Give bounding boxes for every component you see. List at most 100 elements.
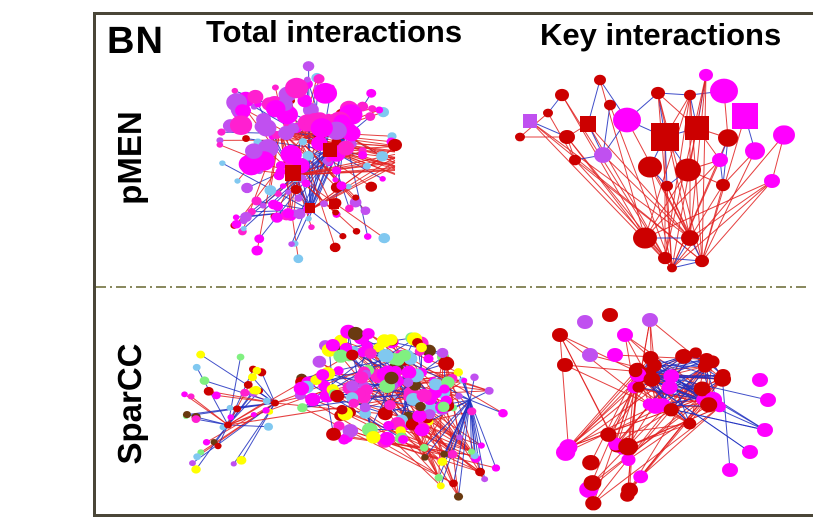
panel-sparcc-key <box>552 307 776 511</box>
network-node <box>559 129 575 145</box>
network-node <box>642 398 657 411</box>
network-node <box>456 434 463 441</box>
figure-frame <box>93 12 813 517</box>
row-label-sparcc: SparCC <box>111 343 148 465</box>
network-node <box>332 177 339 183</box>
network-edge <box>567 370 636 448</box>
network-node <box>582 454 600 471</box>
network-node <box>231 87 239 94</box>
network-node <box>405 418 419 430</box>
network-edge <box>644 180 773 239</box>
network-node <box>354 371 369 384</box>
network-node <box>773 125 795 145</box>
network-edge <box>559 334 569 448</box>
network-node <box>262 397 271 405</box>
network-node <box>217 128 226 136</box>
network-edge <box>204 380 276 404</box>
network-node <box>416 388 432 403</box>
network-node <box>760 392 776 408</box>
network-node <box>388 138 402 152</box>
network-node <box>271 212 283 223</box>
network-node <box>346 380 360 392</box>
network-edge <box>294 167 396 176</box>
network-edge <box>309 124 332 211</box>
network-node <box>613 107 641 133</box>
network-node <box>594 147 612 163</box>
network-node <box>336 181 347 191</box>
network-edge <box>649 166 691 239</box>
panel-pmen-total <box>216 61 402 264</box>
network-node <box>439 384 450 394</box>
network-node <box>368 105 377 113</box>
network-node <box>202 439 211 446</box>
network-edge <box>587 123 691 239</box>
network-node <box>226 404 234 411</box>
network-node <box>436 482 445 490</box>
network-edge <box>443 399 471 455</box>
network-node <box>580 116 596 132</box>
network-node <box>232 214 240 221</box>
network-node <box>683 417 697 430</box>
network-node <box>271 84 279 91</box>
network-edge <box>440 399 471 487</box>
network-node <box>663 403 679 417</box>
network-node <box>330 389 345 403</box>
network-node <box>250 411 257 418</box>
network-node <box>349 197 362 208</box>
network-edge <box>424 399 471 458</box>
network-node <box>475 467 485 477</box>
network-node <box>211 391 221 400</box>
network-node <box>617 327 633 343</box>
network-node <box>732 103 758 129</box>
network-node <box>718 129 738 147</box>
network-node <box>242 135 250 142</box>
network-edge <box>568 395 708 448</box>
network-node <box>310 118 333 138</box>
network-node <box>379 431 395 446</box>
network-node <box>642 312 658 328</box>
network-node <box>366 88 377 98</box>
network-node <box>710 78 738 104</box>
network-node <box>274 190 282 197</box>
network-edge <box>593 406 721 504</box>
network-node <box>337 140 355 156</box>
network-node <box>366 430 381 444</box>
network-node <box>294 194 303 202</box>
network-edge <box>609 104 673 269</box>
network-edge <box>701 74 707 262</box>
network-node <box>559 439 578 456</box>
network-node <box>684 89 696 101</box>
network-node <box>345 183 352 190</box>
network-node <box>264 185 277 196</box>
network-node <box>543 108 553 118</box>
network-node <box>715 368 731 382</box>
network-node <box>216 141 224 148</box>
network-node <box>745 142 765 160</box>
network-node <box>251 196 262 206</box>
network-node <box>378 233 391 244</box>
network-node <box>428 378 443 391</box>
network-node <box>658 251 672 265</box>
network-node <box>449 479 458 488</box>
network-node <box>339 233 347 240</box>
network-node <box>227 414 235 421</box>
network-node <box>675 158 701 182</box>
network-node <box>325 339 340 352</box>
network-node <box>643 372 661 387</box>
network-edge <box>252 376 276 404</box>
network-node <box>477 442 485 449</box>
network-node <box>224 421 232 429</box>
network-node <box>305 392 321 407</box>
network-node <box>203 386 214 396</box>
network-node <box>288 241 295 247</box>
network-node <box>216 137 224 144</box>
network-node <box>297 403 308 413</box>
panel-pmen-key <box>515 68 795 273</box>
network-node <box>607 347 623 363</box>
network-node <box>461 377 468 384</box>
network-node <box>484 386 494 395</box>
network-node <box>661 380 678 395</box>
network-edge <box>243 149 331 222</box>
